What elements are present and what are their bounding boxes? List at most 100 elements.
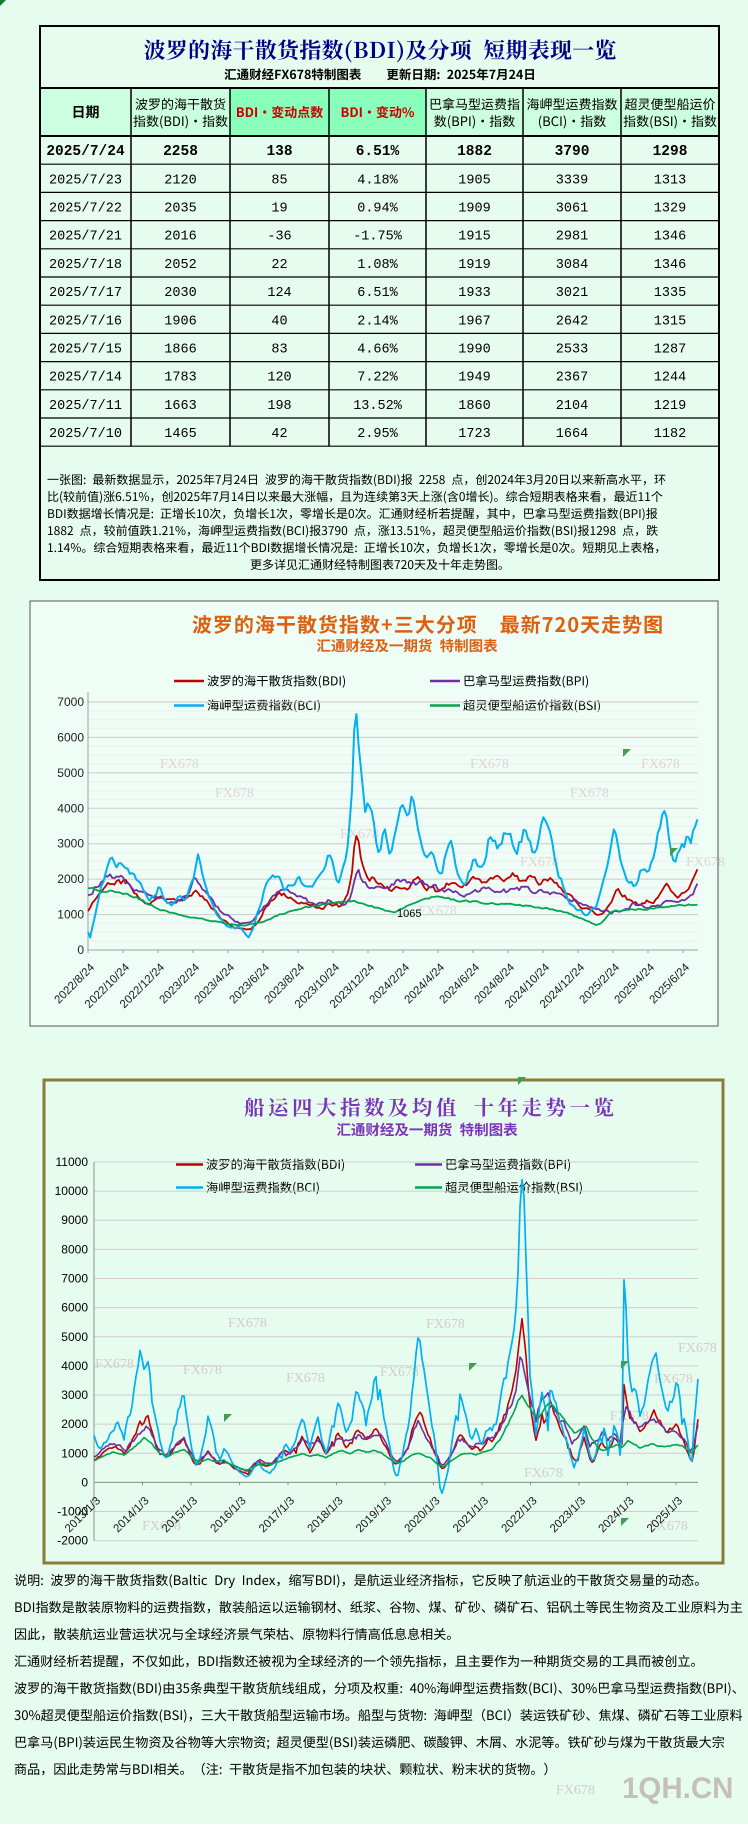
- svg-text:1000: 1000: [61, 1446, 88, 1460]
- svg-text:2533: 2533: [556, 343, 588, 358]
- svg-text:5000: 5000: [61, 1330, 88, 1344]
- svg-text:1990: 1990: [458, 343, 490, 358]
- svg-text:1967: 1967: [458, 314, 490, 329]
- svg-text:FX678: FX678: [426, 1317, 465, 1332]
- svg-text:FX678: FX678: [556, 1783, 595, 1798]
- svg-text:19: 19: [271, 202, 287, 217]
- svg-text:3000: 3000: [61, 1388, 88, 1402]
- svg-text:FX678: FX678: [95, 1357, 134, 1372]
- svg-text:FX678: FX678: [142, 1519, 181, 1534]
- svg-text:FX678: FX678: [686, 855, 725, 870]
- svg-text:120: 120: [267, 371, 291, 386]
- svg-text:2258: 2258: [163, 144, 198, 160]
- svg-text:1QH.CN: 1QH.CN: [622, 1772, 733, 1805]
- svg-text:1465: 1465: [164, 427, 196, 442]
- svg-text:2025/7/14: 2025/7/14: [49, 371, 122, 386]
- svg-text:1315: 1315: [654, 314, 686, 329]
- svg-text:1949: 1949: [458, 371, 490, 386]
- svg-text:FX678: FX678: [418, 904, 457, 919]
- svg-text:40: 40: [271, 314, 287, 329]
- svg-text:1663: 1663: [164, 399, 196, 414]
- svg-text:4.66%: 4.66%: [357, 343, 398, 358]
- svg-text:2025/7/23: 2025/7/23: [49, 173, 122, 188]
- svg-text:1329: 1329: [654, 202, 686, 217]
- svg-text:1919: 1919: [458, 258, 490, 273]
- svg-text:2104: 2104: [556, 399, 588, 414]
- svg-text:1219: 1219: [654, 399, 686, 414]
- svg-text:1346: 1346: [654, 258, 686, 273]
- svg-text:FX678: FX678: [654, 1372, 693, 1387]
- svg-text:6000: 6000: [61, 1301, 88, 1315]
- svg-text:FX678: FX678: [340, 827, 379, 842]
- svg-text:2025/7/22: 2025/7/22: [49, 202, 122, 217]
- svg-text:1313: 1313: [654, 173, 686, 188]
- svg-text:FX678: FX678: [286, 1371, 325, 1386]
- svg-text:1783: 1783: [164, 371, 196, 386]
- svg-text:9000: 9000: [61, 1213, 88, 1227]
- svg-text:2052: 2052: [164, 258, 196, 273]
- svg-text:1915: 1915: [458, 230, 490, 245]
- svg-text:1346: 1346: [654, 230, 686, 245]
- svg-text:124: 124: [267, 286, 291, 301]
- svg-text:2025/7/11: 2025/7/11: [49, 399, 122, 414]
- svg-text:2000: 2000: [57, 872, 84, 886]
- svg-text:FX678: FX678: [570, 786, 609, 801]
- svg-text:2.95%: 2.95%: [357, 427, 398, 442]
- svg-text:2642: 2642: [556, 314, 588, 329]
- svg-text:1905: 1905: [458, 173, 490, 188]
- svg-text:1.08%: 1.08%: [357, 258, 398, 273]
- svg-text:3790: 3790: [555, 144, 590, 160]
- svg-text:FX678: FX678: [649, 1519, 688, 1534]
- svg-text:1866: 1866: [164, 343, 196, 358]
- svg-text:2025/7/10: 2025/7/10: [49, 427, 122, 442]
- svg-text:4000: 4000: [61, 1359, 88, 1373]
- svg-text:6.51%: 6.51%: [357, 286, 398, 301]
- svg-text:FX678: FX678: [228, 1316, 267, 1331]
- svg-text:-1.75%: -1.75%: [353, 230, 403, 245]
- svg-text:1933: 1933: [458, 286, 490, 301]
- svg-text:0.94%: 0.94%: [357, 202, 398, 217]
- svg-text:198: 198: [267, 399, 291, 414]
- svg-text:-2000: -2000: [57, 1534, 88, 1548]
- svg-text:1335: 1335: [654, 286, 686, 301]
- svg-text:1906: 1906: [164, 314, 196, 329]
- svg-text:1182: 1182: [654, 427, 686, 442]
- svg-text:2030: 2030: [164, 286, 196, 301]
- svg-text:2367: 2367: [556, 371, 588, 386]
- svg-text:2016: 2016: [164, 230, 196, 245]
- svg-text:FX678: FX678: [183, 1363, 222, 1378]
- svg-text:FX678: FX678: [160, 757, 199, 772]
- svg-text:2000: 2000: [61, 1417, 88, 1431]
- svg-text:2025/7/17: 2025/7/17: [49, 286, 122, 301]
- svg-text:2025/7/24: 2025/7/24: [46, 144, 125, 160]
- svg-text:0: 0: [81, 1475, 88, 1489]
- svg-text:FX678: FX678: [678, 1341, 717, 1356]
- svg-text:83: 83: [271, 343, 287, 358]
- svg-text:2025/7/18: 2025/7/18: [49, 258, 122, 273]
- svg-text:3339: 3339: [556, 173, 588, 188]
- svg-text:138: 138: [266, 144, 292, 160]
- svg-text:2.14%: 2.14%: [357, 314, 398, 329]
- svg-text:10000: 10000: [55, 1184, 89, 1198]
- svg-text:FX678: FX678: [470, 757, 509, 772]
- svg-text:FX678: FX678: [215, 786, 254, 801]
- svg-text:8000: 8000: [61, 1242, 88, 1256]
- svg-text:11000: 11000: [56, 1155, 89, 1169]
- svg-text:42: 42: [271, 427, 287, 442]
- svg-text:2981: 2981: [556, 230, 588, 245]
- svg-text:5000: 5000: [57, 766, 84, 780]
- svg-text:6000: 6000: [57, 730, 84, 744]
- svg-text:1000: 1000: [57, 908, 84, 922]
- svg-text:4.18%: 4.18%: [357, 173, 398, 188]
- svg-text:FX678: FX678: [380, 1365, 419, 1380]
- svg-text:13.52%: 13.52%: [353, 399, 403, 414]
- svg-text:1723: 1723: [458, 427, 490, 442]
- svg-text:2025/7/15: 2025/7/15: [49, 343, 122, 358]
- svg-text:7000: 7000: [61, 1272, 88, 1286]
- svg-text:1244: 1244: [654, 371, 686, 386]
- svg-text:3000: 3000: [57, 837, 84, 851]
- svg-text:FX678: FX678: [524, 1466, 563, 1481]
- svg-text:3061: 3061: [556, 202, 588, 217]
- svg-text:2120: 2120: [164, 173, 196, 188]
- svg-text:FX678: FX678: [641, 757, 680, 772]
